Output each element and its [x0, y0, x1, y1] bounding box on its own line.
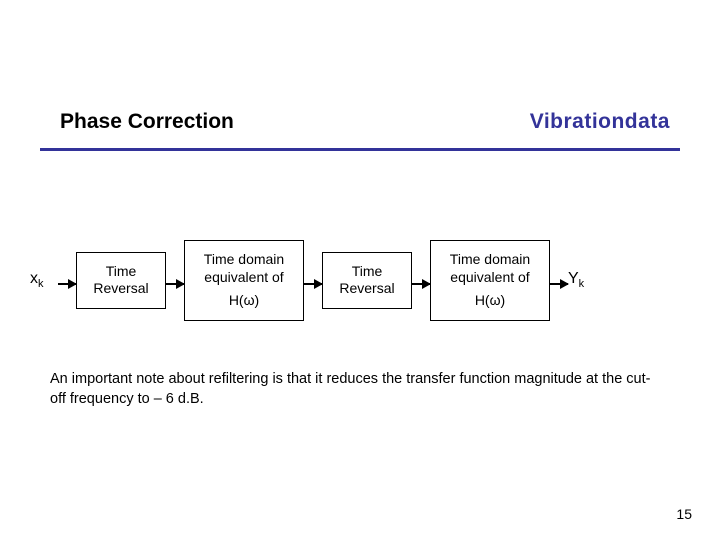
input-subscript: k	[38, 278, 44, 290]
signal-flow-diagram: xk Time Reversal Time domain equivalent …	[30, 240, 690, 321]
arrow-icon	[58, 283, 76, 285]
block-time-reversal-1: Time Reversal	[76, 252, 166, 309]
output-subscript: k	[579, 278, 585, 290]
block-line: Time	[331, 263, 403, 281]
page-title: Phase Correction	[60, 110, 234, 134]
arrow-icon	[412, 283, 430, 285]
output-signal-label: Yk	[568, 270, 596, 290]
block-h-omega-2: Time domain equivalent of H(ω)	[430, 240, 550, 321]
block-time-reversal-2: Time Reversal	[322, 252, 412, 309]
block-line: equivalent of	[193, 269, 295, 287]
block-line: Time domain	[193, 251, 295, 269]
transfer-function-label: H(ω)	[439, 292, 541, 310]
page-number: 15	[676, 506, 692, 522]
arrow-icon	[166, 283, 184, 285]
block-line: equivalent of	[439, 269, 541, 287]
transfer-function-label: H(ω)	[193, 292, 295, 310]
arrow-icon	[550, 283, 568, 285]
block-line: Reversal	[331, 280, 403, 298]
input-signal-label: xk	[30, 270, 58, 290]
header-row: Phase Correction Vibrationdata	[60, 110, 670, 134]
block-h-omega-1: Time domain equivalent of H(ω)	[184, 240, 304, 321]
input-symbol: x	[30, 270, 38, 287]
header-rule	[40, 148, 680, 151]
block-line: Time	[85, 263, 157, 281]
block-line: Time domain	[439, 251, 541, 269]
block-line: Reversal	[85, 280, 157, 298]
arrow-icon	[304, 283, 322, 285]
output-symbol: Y	[568, 270, 579, 287]
brand-title: Vibrationdata	[530, 110, 670, 134]
footnote-text: An important note about refiltering is t…	[50, 370, 660, 409]
